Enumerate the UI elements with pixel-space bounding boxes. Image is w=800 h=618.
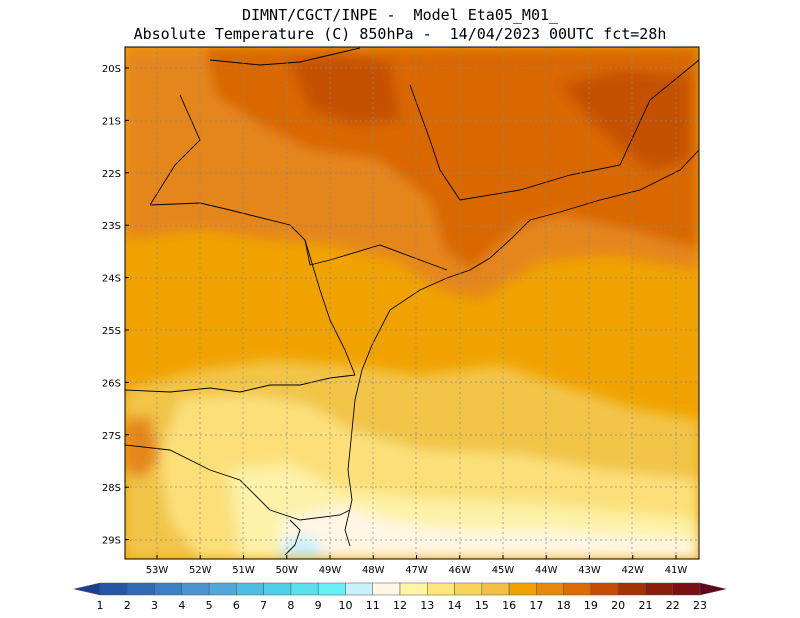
colorbar-label: 3 bbox=[151, 599, 158, 612]
colorbar-swatch bbox=[590, 582, 619, 596]
colorbar-swatch bbox=[427, 582, 455, 596]
colorbar-swatch bbox=[481, 582, 510, 596]
colorbar-label: 18 bbox=[557, 599, 571, 612]
inner-border-2 bbox=[304, 239, 356, 376]
coastline-borders bbox=[125, 47, 699, 556]
colorbar-label: 1 bbox=[97, 599, 104, 612]
colorbar-label: 21 bbox=[638, 599, 652, 612]
plot-frame bbox=[124, 46, 700, 560]
colorbar-label: 23 bbox=[693, 599, 707, 612]
lon-label: 53W bbox=[146, 565, 169, 576]
lon-label: 52W bbox=[189, 565, 212, 576]
lon-label: 45W bbox=[492, 565, 515, 576]
lat-label: 26S bbox=[102, 378, 121, 389]
colorbar-swatch bbox=[127, 582, 155, 596]
colorbar: 1 2 3 4 5 6 7 8 9 10 11 12 13 14 15 16 17 18 19 20 21 22 23 bbox=[73, 582, 727, 612]
temperature-field bbox=[125, 47, 699, 559]
colorbar-label: 10 bbox=[338, 599, 352, 612]
map-title-line2: Absolute Temperature (C) 850hPa - 14/04/… bbox=[133, 25, 667, 43]
colorbar-swatch bbox=[208, 582, 237, 596]
colorbar-arrow-low bbox=[73, 582, 101, 596]
lon-label: 48W bbox=[362, 565, 385, 576]
lat-label: 27S bbox=[102, 431, 121, 442]
state-border-sc-pr bbox=[125, 374, 356, 393]
lon-label: 44W bbox=[535, 565, 558, 576]
colorbar-label: 7 bbox=[260, 599, 267, 612]
colorbar-label: 13 bbox=[420, 599, 434, 612]
colorbar-label: 9 bbox=[315, 599, 322, 612]
colorbar-swatch bbox=[672, 582, 701, 596]
lat-label: 29S bbox=[102, 536, 121, 547]
lagoon bbox=[284, 519, 301, 556]
lat-label: 25S bbox=[102, 326, 121, 337]
lon-label: 42W bbox=[621, 565, 644, 576]
inner-border-1 bbox=[149, 94, 201, 206]
state-border-rs-sc bbox=[125, 444, 351, 521]
colorbar-swatch bbox=[154, 582, 183, 596]
colorbar-swatch bbox=[263, 582, 292, 596]
lon-label: 46W bbox=[448, 565, 471, 576]
colorbar-swatch bbox=[345, 582, 373, 596]
coastline bbox=[344, 149, 699, 547]
colorbar-label: 11 bbox=[366, 599, 380, 612]
colorbar-label: 17 bbox=[529, 599, 543, 612]
state-border-pr-sp bbox=[149, 202, 448, 271]
state-border-mg-sp bbox=[209, 47, 699, 201]
colorbar-swatch bbox=[99, 582, 128, 596]
lat-label: 24S bbox=[102, 274, 121, 285]
lon-label: 51W bbox=[232, 565, 255, 576]
colorbar-arrow-high bbox=[699, 582, 727, 596]
colorbar-swatch bbox=[645, 582, 673, 596]
colorbar-label: 20 bbox=[611, 599, 625, 612]
lat-label: 22S bbox=[102, 169, 121, 180]
lat-label: 28S bbox=[102, 483, 121, 494]
lon-axis: 53W 52W 51W 50W 49W 48W 47W 46W 45W 44W 43W 42W 41W bbox=[146, 555, 688, 576]
lon-label: 41W bbox=[665, 565, 688, 576]
colorbar-swatch bbox=[399, 582, 428, 596]
lat-axis: 20S 21S 22S 23S 24S 25S 26S 27S 28S 29S bbox=[102, 64, 129, 547]
lat-label: 20S bbox=[102, 64, 121, 75]
colorbar-swatch bbox=[290, 582, 319, 596]
colorbar-label: 8 bbox=[287, 599, 294, 612]
colorbar-swatch bbox=[454, 582, 483, 596]
map-title-line1: DIMNT/CGCT/INPE - Model Eta05_M01_ bbox=[241, 6, 559, 24]
colorbar-label: 2 bbox=[124, 599, 131, 612]
colorbar-swatch bbox=[317, 582, 346, 596]
colorbar-swatch bbox=[181, 582, 210, 596]
colorbar-label: 19 bbox=[584, 599, 598, 612]
colorbar-label: 22 bbox=[666, 599, 680, 612]
lon-label: 49W bbox=[319, 565, 342, 576]
colorbar-label: 16 bbox=[502, 599, 516, 612]
colorbar-swatch bbox=[372, 582, 401, 596]
colorbar-label: 14 bbox=[448, 599, 462, 612]
colorbar-swatch bbox=[536, 582, 564, 596]
colorbar-label: 15 bbox=[475, 599, 489, 612]
lon-label: 47W bbox=[405, 565, 428, 576]
colorbar-swatch bbox=[236, 582, 264, 596]
colorbar-swatch bbox=[563, 582, 592, 596]
grid-lines bbox=[125, 47, 699, 559]
colorbar-label: 4 bbox=[178, 599, 185, 612]
lon-label: 43W bbox=[578, 565, 601, 576]
colorbar-label: 6 bbox=[233, 599, 240, 612]
lon-label: 50W bbox=[275, 565, 298, 576]
colorbar-swatch bbox=[617, 582, 646, 596]
colorbar-label: 12 bbox=[393, 599, 407, 612]
colorbar-swatch bbox=[508, 582, 537, 596]
colorbar-label: 5 bbox=[206, 599, 213, 612]
lat-label: 21S bbox=[102, 116, 121, 127]
lat-label: 23S bbox=[102, 221, 121, 232]
